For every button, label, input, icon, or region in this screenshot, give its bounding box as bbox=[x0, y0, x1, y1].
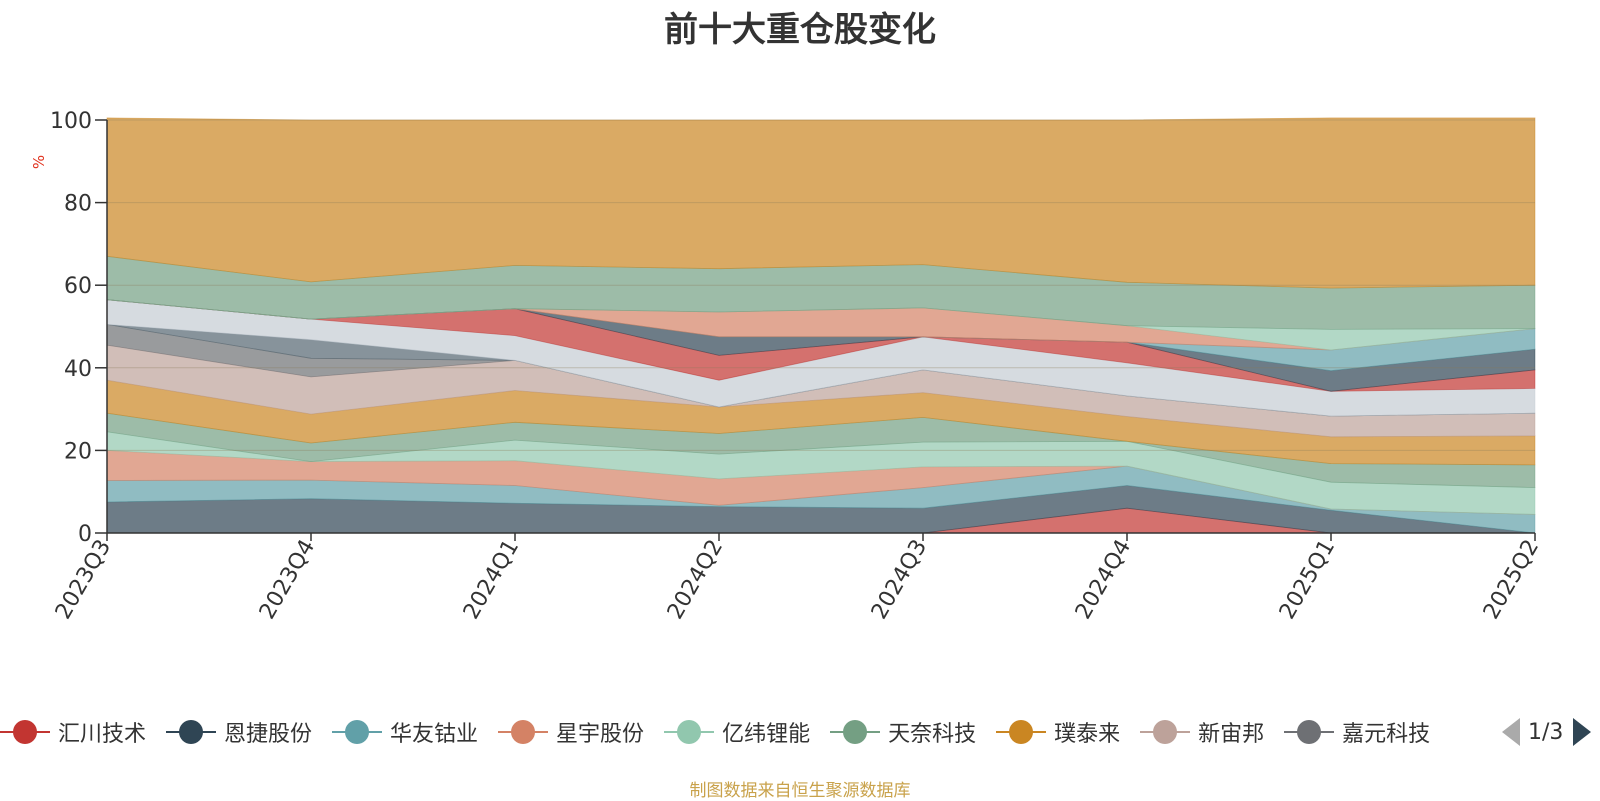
legend-marker-icon bbox=[498, 720, 549, 744]
legend-item-7[interactable]: 新宙邦 bbox=[1140, 712, 1264, 752]
legend-item-3[interactable]: 星宇股份 bbox=[498, 712, 644, 752]
x-tick-label-3: 2024Q2 bbox=[663, 536, 728, 624]
legend-label: 汇川技术 bbox=[58, 722, 147, 747]
x-tick-label-7: 2025Q2 bbox=[1479, 536, 1544, 624]
next-page-icon[interactable] bbox=[1573, 718, 1592, 746]
prev-page-icon[interactable] bbox=[1502, 718, 1520, 746]
x-tick-label-6: 2025Q1 bbox=[1275, 536, 1340, 624]
legend-item-4[interactable]: 亿纬锂能 bbox=[664, 712, 810, 752]
y-tick-label-100: 100 bbox=[50, 109, 92, 134]
axes bbox=[95, 119, 1536, 541]
legend-label: 亿纬锂能 bbox=[722, 722, 811, 747]
y-tick-label-40: 40 bbox=[64, 357, 92, 382]
legend: 汇川技术 恩捷股份 华友钴业 星宇股份 亿纬锂能 天奈科技 璞泰来 新宙邦 嘉元科技 1/3 bbox=[0, 712, 1600, 752]
legend-label: 恩捷股份 bbox=[224, 722, 313, 747]
x-tick-label-2: 2024Q1 bbox=[459, 536, 524, 624]
area-series-17 bbox=[106, 117, 1536, 289]
legend-marker-icon bbox=[1284, 720, 1335, 744]
legend-label: 新宙邦 bbox=[1198, 722, 1265, 747]
legend-item-8[interactable]: 嘉元科技 bbox=[1284, 712, 1430, 752]
legend-marker-icon bbox=[830, 720, 881, 744]
legend-label: 嘉元科技 bbox=[1342, 722, 1431, 747]
legend-item-6[interactable]: 璞泰来 bbox=[996, 712, 1120, 752]
page-indicator: 1/3 bbox=[1528, 719, 1564, 745]
legend-label: 星宇股份 bbox=[556, 722, 645, 747]
legend-pager: 1/3 bbox=[1500, 712, 1592, 752]
y-tick-labels: 0 20 40 60 80 100 bbox=[50, 109, 92, 547]
y-tick-label-60: 60 bbox=[64, 274, 92, 299]
x-tick-label-1: 2023Q4 bbox=[255, 536, 320, 624]
y-axis-label: % bbox=[30, 155, 48, 169]
legend-item-5[interactable]: 天奈科技 bbox=[830, 712, 976, 752]
y-tick-label-80: 80 bbox=[64, 192, 92, 217]
legend-item-0[interactable]: 汇川技术 bbox=[0, 712, 146, 752]
legend-item-1[interactable]: 恩捷股份 bbox=[166, 712, 312, 752]
legend-marker-icon bbox=[664, 720, 715, 744]
y-tick-label-20: 20 bbox=[64, 439, 92, 464]
y-tick-label-0: 0 bbox=[78, 522, 92, 547]
legend-label: 璞泰来 bbox=[1054, 722, 1121, 747]
gridlines bbox=[107, 119, 1535, 451]
x-tick-labels: 2023Q3 2023Q4 2024Q1 2024Q2 2024Q3 2024Q4 2025… bbox=[51, 536, 1544, 624]
x-tick-label-4: 2024Q3 bbox=[867, 536, 932, 624]
legend-label: 天奈科技 bbox=[888, 722, 977, 747]
legend-marker-icon bbox=[0, 720, 50, 744]
legend-item-2[interactable]: 华友钴业 bbox=[332, 712, 478, 752]
legend-marker-icon bbox=[996, 720, 1047, 744]
legend-items: 汇川技术 恩捷股份 华友钴业 星宇股份 亿纬锂能 天奈科技 璞泰来 新宙邦 嘉元科技 bbox=[0, 712, 1478, 752]
legend-marker-icon bbox=[1140, 720, 1191, 744]
legend-marker-icon bbox=[166, 720, 217, 744]
x-tick-label-5: 2024Q4 bbox=[1071, 536, 1136, 624]
source-note: 制图数据来自恒生聚源数据库 bbox=[689, 781, 911, 801]
chart-title: 前十大重仓股变化 bbox=[664, 10, 936, 50]
legend-label: 华友钴业 bbox=[390, 722, 479, 747]
legend-marker-icon bbox=[332, 720, 383, 744]
series-areas bbox=[106, 117, 1536, 534]
x-tick-label-0: 2023Q3 bbox=[51, 536, 116, 624]
